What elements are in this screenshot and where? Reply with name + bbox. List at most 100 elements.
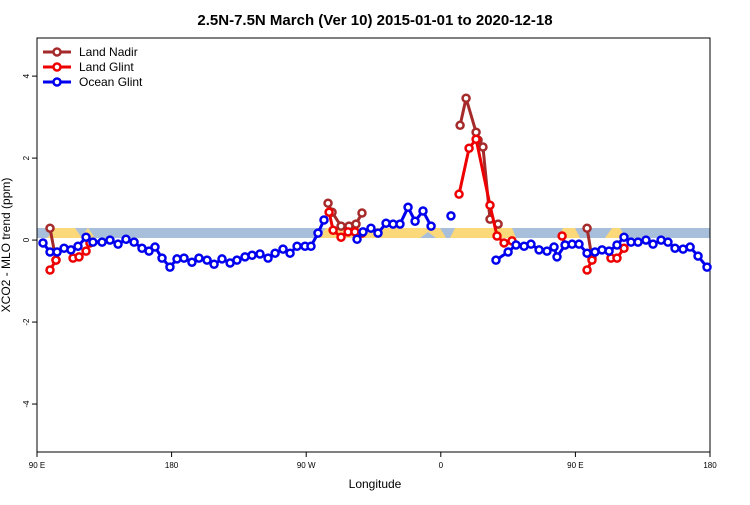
ocean-band bbox=[420, 232, 436, 238]
legend-swatch-marker bbox=[52, 62, 62, 72]
data-point bbox=[105, 235, 115, 245]
data-point bbox=[464, 143, 474, 154]
data-point bbox=[121, 234, 131, 245]
data-point bbox=[670, 243, 680, 254]
data-point bbox=[73, 241, 83, 251]
data-point bbox=[491, 255, 501, 265]
data-point bbox=[685, 242, 695, 252]
data-point bbox=[336, 221, 346, 231]
data-point bbox=[534, 245, 544, 255]
data-point bbox=[612, 253, 622, 263]
data-point bbox=[702, 262, 712, 272]
data-point bbox=[641, 235, 651, 245]
x-tick-label: 90 E bbox=[29, 461, 45, 470]
x-tick-label: 90 E bbox=[567, 461, 583, 470]
data-point bbox=[619, 243, 629, 254]
data-point bbox=[542, 246, 552, 256]
x-tick-label: 180 bbox=[703, 461, 717, 470]
data-point bbox=[209, 259, 219, 270]
legend-swatch-marker bbox=[52, 77, 62, 87]
data-point bbox=[403, 202, 413, 213]
data-point bbox=[373, 228, 383, 238]
data-point bbox=[461, 93, 471, 104]
data-point bbox=[454, 189, 464, 199]
data-point bbox=[410, 216, 420, 226]
data-point bbox=[351, 219, 361, 229]
data-point bbox=[217, 254, 227, 264]
data-point bbox=[38, 238, 48, 248]
data-point bbox=[45, 265, 55, 275]
y-tick-label: 0 bbox=[22, 237, 31, 242]
land-band bbox=[558, 228, 626, 238]
data-point bbox=[526, 239, 536, 249]
data-point bbox=[582, 248, 592, 258]
data-point bbox=[324, 207, 334, 217]
data-point bbox=[693, 251, 703, 261]
data-point bbox=[358, 227, 368, 237]
data-point bbox=[604, 246, 614, 256]
data-point bbox=[179, 253, 189, 263]
data-point bbox=[557, 231, 567, 241]
data-point bbox=[648, 239, 658, 249]
data-point bbox=[582, 265, 592, 275]
data-point bbox=[74, 252, 84, 262]
legend-swatch-marker bbox=[52, 47, 62, 57]
y-axis-label: XCO2 - MLO trend (ppm) bbox=[0, 178, 13, 313]
y-tick-label: -2 bbox=[22, 318, 31, 326]
data-point bbox=[612, 240, 622, 250]
data-point bbox=[165, 262, 175, 272]
data-point bbox=[88, 237, 98, 247]
data-point bbox=[232, 255, 242, 265]
data-point bbox=[357, 208, 367, 218]
x-tick-label: 180 bbox=[165, 461, 179, 470]
data-point bbox=[81, 232, 91, 242]
data-point bbox=[446, 211, 456, 221]
y-tick-label: 4 bbox=[22, 73, 31, 78]
x-tick-label: 90 W bbox=[297, 461, 316, 470]
x-axis-label: Longitude bbox=[349, 477, 402, 491]
data-point bbox=[292, 241, 302, 251]
data-point bbox=[395, 219, 405, 229]
data-point bbox=[81, 246, 91, 256]
data-point bbox=[129, 237, 139, 247]
data-point bbox=[633, 237, 643, 247]
data-point bbox=[418, 206, 428, 216]
data-point bbox=[328, 225, 338, 235]
plot-layer: 90 E 180 90 W 0 90 E 180 -4 -2 0 2 4 Land NadirLand… bbox=[22, 45, 717, 470]
plot-frame bbox=[36, 37, 711, 453]
data-point bbox=[45, 223, 55, 233]
legend-label: Land Nadir bbox=[79, 45, 138, 59]
data-point bbox=[52, 247, 62, 257]
x-tick-label: 0 bbox=[439, 461, 444, 470]
data-point bbox=[582, 223, 592, 233]
data-point bbox=[144, 246, 154, 256]
data-point bbox=[499, 238, 509, 248]
chart-title: 2.5N-7.5N March (Ver 10) 2015-01-01 to 2… bbox=[197, 12, 552, 29]
data-point bbox=[426, 221, 436, 231]
data-point bbox=[263, 253, 273, 263]
data-point bbox=[492, 231, 502, 241]
data-point bbox=[194, 253, 204, 263]
data-point bbox=[478, 142, 488, 152]
data-point bbox=[552, 252, 562, 262]
data-point bbox=[323, 198, 333, 208]
data-point bbox=[574, 239, 584, 249]
data-point bbox=[157, 253, 167, 263]
data-point bbox=[511, 240, 521, 250]
data-point bbox=[113, 239, 123, 249]
data-point bbox=[352, 234, 362, 245]
data-point bbox=[549, 242, 559, 252]
data-point bbox=[150, 242, 160, 252]
y-tick-label: -4 bbox=[22, 400, 31, 408]
data-point bbox=[187, 257, 197, 267]
data-point bbox=[202, 255, 212, 265]
data-point bbox=[306, 241, 316, 251]
y-tick-label: 2 bbox=[22, 155, 31, 160]
data-point bbox=[247, 250, 257, 260]
data-point bbox=[278, 244, 288, 254]
data-point bbox=[255, 249, 265, 259]
data-point bbox=[97, 237, 107, 247]
data-point bbox=[471, 134, 481, 144]
data-point bbox=[66, 245, 76, 255]
